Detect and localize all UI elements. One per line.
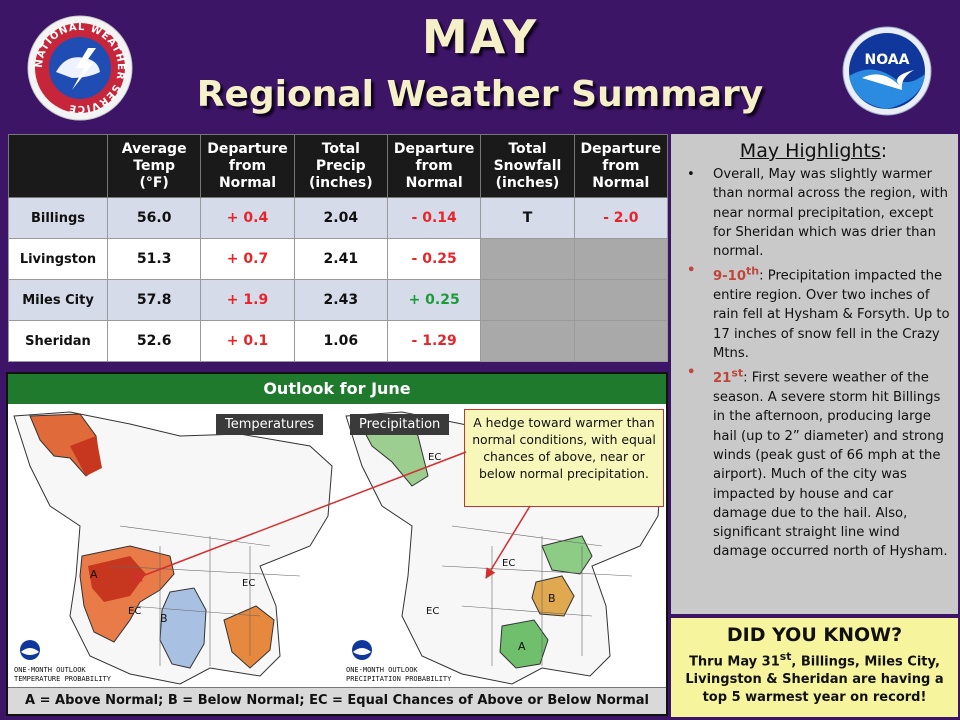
- table-header-row: Average Temp (°F) Departure from Normal Tota…: [8, 134, 669, 198]
- highlight-text: Overall, May was slightly warmer than no…: [713, 167, 948, 260]
- header-total-precip: Total Precip (inches): [293, 134, 388, 198]
- highlight-item: • 21st: First severe weather of the seas…: [677, 363, 950, 561]
- avg-temp-cell: 52.6: [106, 320, 202, 362]
- precip-departure-cell: + 0.25: [386, 279, 482, 321]
- avg-temp-cell: 57.8: [106, 279, 202, 321]
- station-name: Miles City: [8, 279, 108, 321]
- snow-departure-cell-empty: [573, 279, 669, 321]
- table-row: Miles City 57.8 + 1.9 2.43 + 0.25: [8, 279, 669, 321]
- highlight-item: • Overall, May was slightly warmer than …: [677, 165, 950, 261]
- precipitation-map-label: Precipitation: [350, 414, 450, 435]
- highlight-date: 9-10th: [713, 264, 760, 284]
- avg-temp-cell: 56.0: [106, 197, 202, 239]
- snow-departure-cell-empty: [573, 238, 669, 280]
- table-row: Livingston 51.3 + 0.7 2.41 - 0.25: [8, 238, 669, 280]
- snowfall-cell-empty: [480, 320, 575, 362]
- climate-stats-table: Average Temp (°F) Departure from Normal Tota…: [8, 134, 669, 362]
- svg-text:EC: EC: [428, 452, 441, 463]
- header-total-snowfall: Total Snowfall (inches): [480, 134, 575, 198]
- svg-text:PRECIPITATION PROBABILITY: PRECIPITATION PROBABILITY: [346, 675, 452, 683]
- avg-temp-cell: 51.3: [106, 238, 202, 280]
- header-temp-departure: Departure from Normal: [200, 134, 295, 198]
- highlight-date: 21st: [713, 366, 744, 386]
- snowfall-cell-empty: [480, 279, 575, 321]
- table-row: Sheridan 52.6 + 0.1 1.06 - 1.29: [8, 320, 669, 362]
- precip-departure-cell: - 1.29: [386, 320, 482, 362]
- svg-text:EC: EC: [502, 558, 515, 569]
- temp-departure-cell: + 0.4: [200, 197, 295, 239]
- did-you-know-box: DID YOU KNOW? Thru May 31st, Billings, M…: [671, 618, 958, 717]
- svg-text:NOAA: NOAA: [865, 52, 910, 68]
- temperature-outlook-map: A B EC EC ONE-MONTH OUTLOOK TEMPERATURE …: [10, 406, 336, 690]
- precip-departure-cell: - 0.25: [386, 238, 482, 280]
- page-title: MAY: [421, 10, 539, 64]
- bullet-icon: •: [687, 263, 696, 279]
- header-avg-temp: Average Temp (°F): [106, 134, 202, 198]
- svg-text:A: A: [518, 640, 526, 653]
- precip-cell: 2.04: [293, 197, 388, 239]
- header-snow-departure: Departure from Normal: [573, 134, 669, 198]
- temperatures-map-label: Temperatures: [216, 414, 324, 435]
- table-row: Billings 56.0 + 0.4 2.04 - 0.14 T - 2.0: [8, 197, 669, 239]
- station-name: Billings: [8, 197, 108, 239]
- station-name: Sheridan: [8, 320, 108, 362]
- highlight-item: • 9-10th: Precipitation impacted the ent…: [677, 261, 950, 363]
- highlights-title: May Highlights:: [739, 140, 888, 162]
- nws-logo-icon: NATIONAL WEATHER SERVICE: [27, 15, 133, 121]
- svg-text:EC: EC: [426, 606, 439, 617]
- svg-text:TEMPERATURE PROBABILITY: TEMPERATURE PROBABILITY: [14, 675, 112, 683]
- precip-cell: 2.41: [293, 238, 388, 280]
- bullet-icon: •: [687, 365, 696, 381]
- bullet-icon: •: [687, 167, 695, 182]
- svg-text:B: B: [160, 612, 168, 625]
- svg-text:B: B: [548, 592, 556, 605]
- precip-cell: 2.43: [293, 279, 388, 321]
- svg-text:ONE-MONTH OUTLOOK: ONE-MONTH OUTLOOK: [346, 666, 418, 674]
- page-subtitle: Regional Weather Summary: [196, 74, 764, 115]
- temp-departure-cell: + 0.7: [200, 238, 295, 280]
- snowfall-cell: T: [480, 197, 575, 239]
- svg-text:A: A: [90, 568, 98, 581]
- svg-text:EC: EC: [242, 578, 255, 589]
- svg-text:ONE-MONTH OUTLOOK: ONE-MONTH OUTLOOK: [14, 666, 86, 674]
- precip-cell: 1.06: [293, 320, 388, 362]
- snow-departure-cell: - 2.0: [573, 197, 669, 239]
- highlight-text: : Precipitation impacted the entire regi…: [713, 268, 950, 362]
- temp-departure-cell: + 0.1: [200, 320, 295, 362]
- station-name: Livingston: [8, 238, 108, 280]
- highlights-panel: May Highlights: • Overall, May was sligh…: [671, 134, 958, 614]
- highlight-text: : First severe weather of the season. A …: [713, 370, 948, 560]
- noaa-logo-icon: NOAA: [842, 26, 932, 116]
- snow-departure-cell-empty: [573, 320, 669, 362]
- outlook-legend: A = Above Normal; B = Below Normal; EC =…: [8, 687, 666, 714]
- did-you-know-text: Thru May 31st, Billings, Miles City, Liv…: [685, 650, 944, 706]
- header-precip-departure: Departure from Normal: [386, 134, 482, 198]
- snowfall-cell-empty: [480, 238, 575, 280]
- header-station: [8, 134, 108, 198]
- precip-departure-cell: - 0.14: [386, 197, 482, 239]
- temp-departure-cell: + 1.9: [200, 279, 295, 321]
- outlook-callout: A hedge toward warmer than normal condit…: [464, 409, 664, 507]
- svg-text:EC: EC: [128, 606, 141, 617]
- did-you-know-title: DID YOU KNOW?: [726, 624, 903, 646]
- outlook-title: Outlook for June: [8, 374, 666, 404]
